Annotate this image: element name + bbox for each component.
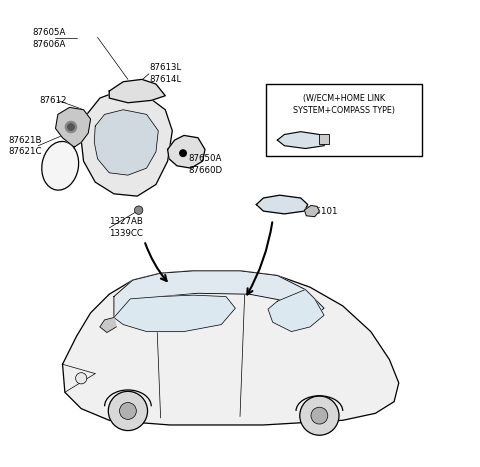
Text: 87606A: 87606A: [32, 40, 66, 49]
Circle shape: [180, 150, 186, 156]
Circle shape: [134, 206, 143, 214]
Circle shape: [120, 403, 136, 419]
Text: 87660D: 87660D: [189, 166, 223, 175]
Text: 87613L: 87613L: [149, 63, 181, 72]
Polygon shape: [114, 271, 324, 318]
Polygon shape: [56, 107, 91, 147]
Text: 87650A: 87650A: [189, 154, 222, 163]
Text: 85101: 85101: [310, 206, 337, 216]
Polygon shape: [109, 79, 165, 103]
Polygon shape: [277, 132, 326, 149]
Text: 85131: 85131: [336, 119, 363, 128]
Polygon shape: [268, 290, 324, 332]
Circle shape: [311, 407, 328, 424]
Polygon shape: [168, 135, 205, 168]
Text: 87614L: 87614L: [149, 75, 181, 84]
Ellipse shape: [42, 142, 79, 190]
FancyBboxPatch shape: [266, 84, 422, 156]
Circle shape: [108, 391, 147, 431]
FancyBboxPatch shape: [319, 134, 329, 144]
Circle shape: [68, 124, 74, 130]
Circle shape: [65, 121, 76, 133]
Polygon shape: [100, 318, 116, 333]
Polygon shape: [304, 205, 319, 217]
Text: 1327AB: 1327AB: [109, 217, 143, 226]
Polygon shape: [62, 271, 399, 425]
Text: SYSTEM+COMPASS TYPE): SYSTEM+COMPASS TYPE): [293, 106, 395, 115]
Text: 85101: 85101: [336, 139, 363, 149]
Polygon shape: [114, 295, 235, 332]
Circle shape: [76, 373, 87, 384]
Text: 87621B: 87621B: [9, 135, 42, 145]
Text: 1339CC: 1339CC: [109, 229, 143, 238]
Text: 87605A: 87605A: [32, 28, 66, 37]
Circle shape: [300, 396, 339, 435]
Polygon shape: [256, 195, 308, 214]
Text: (W/ECM+HOME LINK: (W/ECM+HOME LINK: [303, 94, 385, 103]
Text: 87612: 87612: [39, 96, 67, 105]
Polygon shape: [81, 91, 172, 196]
Text: 87621C: 87621C: [9, 147, 42, 156]
Polygon shape: [94, 110, 158, 175]
